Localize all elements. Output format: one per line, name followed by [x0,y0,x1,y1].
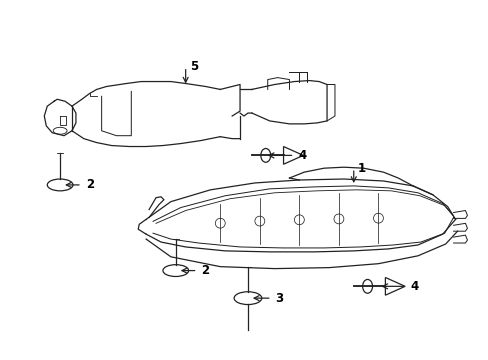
Text: 1: 1 [357,162,365,175]
Polygon shape [283,147,303,164]
Text: 4: 4 [409,280,418,293]
Text: 3: 3 [275,292,283,305]
Text: 2: 2 [201,264,209,277]
Text: 4: 4 [298,149,306,162]
Text: 2: 2 [86,179,94,192]
Text: 5: 5 [189,60,198,73]
Polygon shape [385,278,405,295]
